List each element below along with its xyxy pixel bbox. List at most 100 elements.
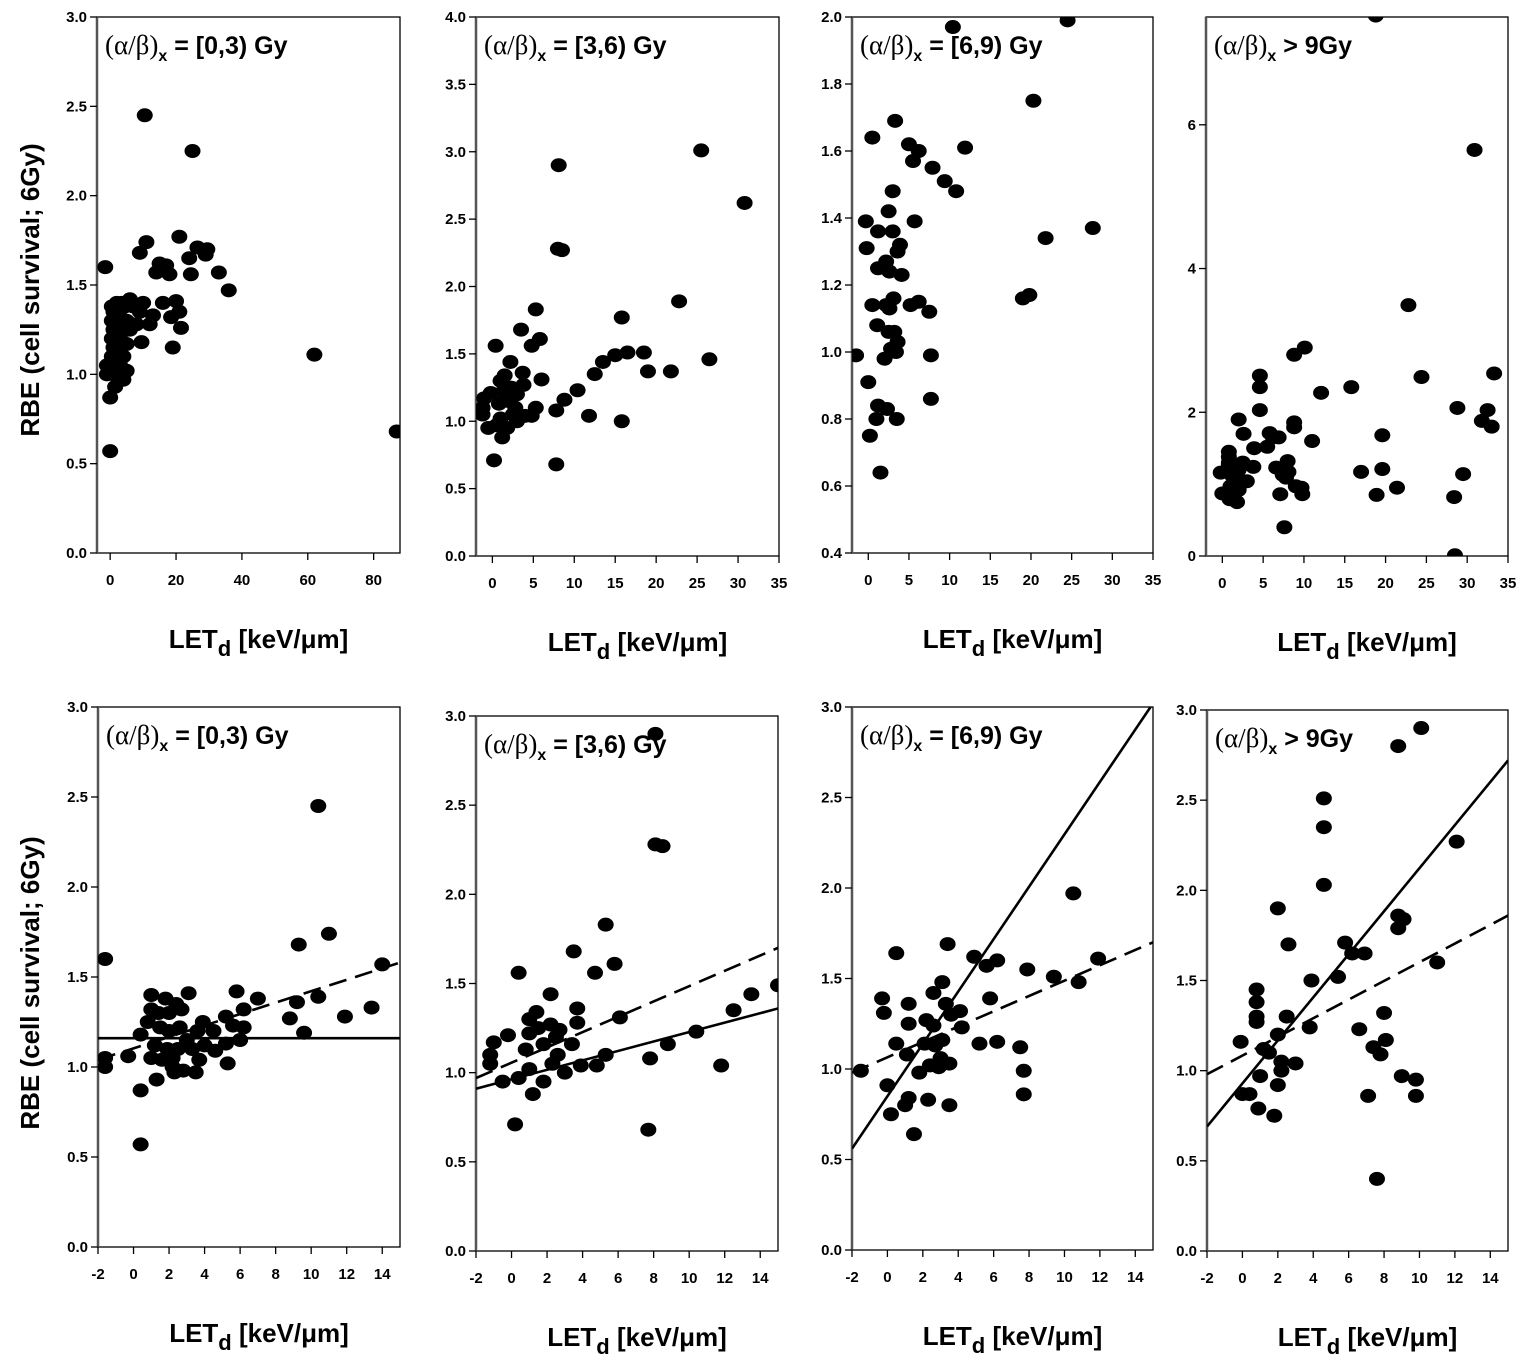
- x-axis-title-sub: d: [218, 636, 231, 661]
- y-tick-label: 2: [1188, 404, 1196, 421]
- data-point: [1304, 434, 1321, 449]
- data-point: [136, 108, 153, 123]
- data-point: [671, 294, 688, 309]
- data-point: [249, 991, 266, 1006]
- data-point: [1356, 946, 1373, 961]
- plot-frame: [475, 715, 779, 1252]
- data-point: [175, 1063, 192, 1078]
- panel-title-sub: x: [1267, 48, 1276, 65]
- data-point: [154, 295, 171, 310]
- x-tick-label: 35: [1500, 575, 1517, 592]
- data-point: [1353, 464, 1370, 479]
- panel-title-ratio: (α/β): [1215, 723, 1268, 753]
- data-point: [693, 143, 710, 158]
- data-point: [97, 260, 114, 275]
- data-point: [228, 984, 245, 999]
- x-tick-label: 14: [752, 1270, 769, 1287]
- y-tick-label: 0.5: [445, 1154, 466, 1171]
- data-point: [870, 224, 887, 239]
- x-tick-label: 25: [689, 575, 706, 592]
- data-point: [1229, 495, 1246, 510]
- points-group: [482, 726, 778, 1137]
- panel-title: (α/β)x = [0,3) Gy: [106, 720, 289, 755]
- y-tick-label: 0.0: [821, 1242, 842, 1259]
- data-point: [858, 241, 875, 256]
- x-tick-label: 8: [1380, 1270, 1388, 1287]
- x-tick-label: 8: [1025, 1269, 1033, 1286]
- data-point: [288, 995, 305, 1010]
- y-tick-label: 2.5: [445, 797, 466, 814]
- x-axis-title: LETd [keV/μm]: [923, 1321, 1103, 1358]
- data-point: [1390, 739, 1407, 754]
- x-tick-label: 12: [1092, 1269, 1109, 1286]
- x-tick-label: 5: [1259, 575, 1267, 592]
- data-point: [1280, 937, 1297, 952]
- data-point: [217, 1036, 234, 1051]
- x-axis-title-sub: d: [972, 1333, 985, 1358]
- y-tick-label: 2.5: [445, 211, 466, 228]
- data-point: [102, 390, 119, 405]
- data-point: [1241, 1087, 1258, 1102]
- x-tick-label: 14: [1482, 1270, 1499, 1287]
- panel-title-ratio: (α/β): [484, 729, 537, 759]
- points-group: [1212, 17, 1503, 556]
- data-point: [654, 839, 671, 854]
- data-point: [514, 365, 531, 380]
- data-point: [550, 158, 567, 173]
- y-tick-label: 1.6: [821, 143, 842, 160]
- data-point: [1286, 420, 1303, 435]
- data-point: [549, 1047, 566, 1062]
- data-point: [1251, 380, 1268, 395]
- x-tick-label: 14: [1127, 1269, 1144, 1286]
- data-point: [556, 1065, 573, 1080]
- panel-title: (α/β)x > 9Gy: [1215, 723, 1353, 758]
- data-point: [1343, 380, 1360, 395]
- x-axis-title-unit: [keV/μm]: [610, 627, 727, 657]
- data-point: [181, 251, 198, 266]
- x-tick-label: 20: [1377, 575, 1394, 592]
- data-point: [982, 991, 999, 1006]
- data-point: [232, 1033, 249, 1047]
- data-point: [910, 294, 927, 309]
- y-tick-label: 2.5: [66, 98, 87, 115]
- points-group: [852, 886, 1107, 1142]
- data-point: [880, 204, 897, 219]
- x-axis-title-unit: [keV/μm]: [232, 1318, 349, 1348]
- data-point: [531, 332, 548, 347]
- y-tick-label: 0.0: [445, 548, 466, 565]
- data-point: [884, 224, 901, 239]
- data-point: [872, 465, 889, 480]
- data-point: [1360, 1088, 1377, 1103]
- x-tick-label: 6: [614, 1270, 622, 1287]
- data-point: [1270, 430, 1287, 445]
- data-point: [1269, 1027, 1286, 1042]
- data-point: [139, 1015, 156, 1029]
- y-tick-label: 0.4: [821, 545, 843, 562]
- data-point: [1090, 951, 1107, 966]
- x-tick-label: -2: [1200, 1270, 1213, 1287]
- data-point: [482, 385, 499, 400]
- data-point: [1070, 975, 1087, 990]
- data-point: [889, 334, 906, 349]
- y-tick-label: 0.5: [66, 456, 87, 473]
- y-tick-label: 1.5: [821, 971, 842, 988]
- data-point: [1296, 340, 1313, 355]
- data-point: [528, 1005, 545, 1020]
- data-point: [1367, 17, 1384, 23]
- y-axis-title-top: RBE (cell survival; 6Gy): [15, 143, 45, 436]
- data-point: [172, 320, 189, 335]
- panel-title-range: = [3,6) Gy: [546, 731, 666, 759]
- x-tick-label: 0: [129, 1266, 137, 1283]
- data-point: [135, 295, 152, 310]
- data-point: [1273, 1063, 1290, 1078]
- data-point: [569, 1001, 586, 1016]
- x-tick-label: 0: [106, 572, 114, 589]
- data-point: [936, 174, 953, 189]
- data-point: [852, 348, 865, 363]
- panel-title-range: = [6,9) Gy: [922, 722, 1042, 750]
- data-point: [173, 1002, 190, 1017]
- data-point: [900, 1016, 917, 1031]
- data-point: [524, 1087, 541, 1102]
- data-point: [934, 975, 951, 990]
- data-point: [1429, 955, 1446, 970]
